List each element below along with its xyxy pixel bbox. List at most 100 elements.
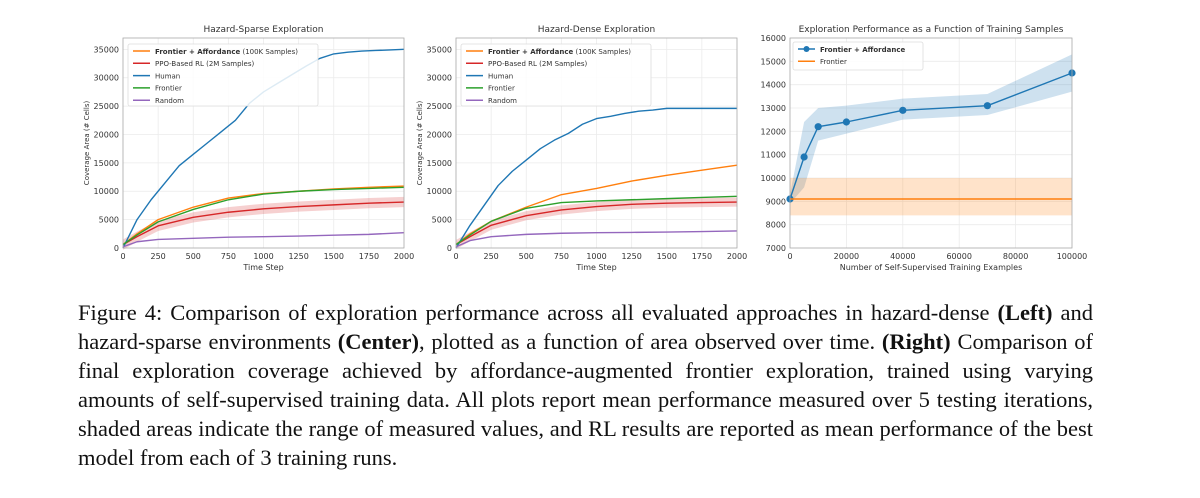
x-tick-label: 250 xyxy=(150,252,165,261)
x-tick-label: 0 xyxy=(453,252,458,261)
y-tick-label: 10000 xyxy=(761,174,786,183)
x-axis-label: Time Step xyxy=(575,263,616,272)
series-line-frontier xyxy=(122,186,405,246)
figure-panels: 0 250 500 750 1000 1250 1500 1750 20000500010000… xyxy=(83,25,1088,272)
y-tick-label: 0 xyxy=(447,244,452,253)
panel-hazard-dense: 0 250 500 750 1000 1250 1500 1750 20000500010000… xyxy=(416,25,747,272)
band-frontier-affordance xyxy=(790,54,1072,204)
series-line-ppo-based-rl-2m-samples xyxy=(122,201,405,246)
y-tick-label: 15000 xyxy=(427,159,452,168)
plot-frame xyxy=(789,37,1073,249)
x-tick-label: 100000 xyxy=(1057,252,1088,261)
y-tick-label: 9000 xyxy=(766,197,786,206)
plot-frame xyxy=(122,37,405,249)
y-tick-label: 13000 xyxy=(761,104,786,113)
legend-marker xyxy=(803,46,810,52)
panel-training-samples: 0 20000 40000 60000 80000 100000 7000 8000 9000 1… xyxy=(761,25,1088,272)
legend-label-frontier-affordance: Frontier + Affordance (100K Samples) xyxy=(488,48,631,56)
x-tick-label: 750 xyxy=(554,252,569,261)
y-tick-label: 25000 xyxy=(94,102,119,111)
x-tick-label: 40000 xyxy=(890,252,915,261)
data-point xyxy=(842,118,851,126)
legend-label-random: Random xyxy=(155,97,184,105)
caption-text-2: and hazard-sparse environments xyxy=(78,300,1093,354)
legend-box xyxy=(460,43,652,107)
y-tick-label: 11000 xyxy=(761,151,786,160)
panel-hazard-sparse: 0 250 500 750 1000 1250 1500 1750 20000500010000… xyxy=(83,25,414,272)
y-tick-label: 7000 xyxy=(766,244,786,253)
legend-label-frontier: Frontier xyxy=(820,58,847,66)
legend-label-ppo-based-rl-2m-samples: PPO-Based RL (2M Samples) xyxy=(488,60,587,68)
caption-left: (Left) xyxy=(997,300,1053,325)
y-tick-label: 14000 xyxy=(761,81,786,90)
series-line-frontier-affordance xyxy=(122,185,405,246)
y-tick-label: 20000 xyxy=(94,130,119,139)
y-tick-label: 15000 xyxy=(94,159,119,168)
plot-frame xyxy=(455,37,738,249)
x-tick-label: 1250 xyxy=(288,252,308,261)
x-tick-label: 1500 xyxy=(657,252,677,261)
data-point xyxy=(800,153,808,161)
y-tick-label: 20000 xyxy=(427,130,452,139)
caption-right: (Right) xyxy=(881,329,951,354)
legend-label-frontier: Frontier xyxy=(488,85,515,93)
caption-text-3: , plotted as a function of area observed… xyxy=(418,329,882,354)
y-tick-label: 30000 xyxy=(427,74,452,83)
y-axis-label: Coverage Area (# Cells) xyxy=(416,101,424,186)
y-axis-label: Coverage Area (# Cells) xyxy=(83,101,91,186)
caption-center: (Center) xyxy=(337,329,419,354)
series-line-human xyxy=(455,107,737,249)
figure-caption: Figure 4: Comparison of exploration perf… xyxy=(78,298,1093,472)
y-tick-label: 5000 xyxy=(432,216,452,225)
x-tick-label: 1000 xyxy=(253,252,273,261)
y-tick-label: 25000 xyxy=(427,102,452,111)
x-axis-label: Number of Self-Supervised Training Examp… xyxy=(840,263,1023,272)
x-tick-label: 1750 xyxy=(359,252,379,261)
chart-title: Hazard-Sparse Exploration xyxy=(204,25,324,35)
x-tick-label: 500 xyxy=(186,252,201,261)
x-tick-label: 1750 xyxy=(692,252,712,261)
legend-label-frontier-affordance: Frontier + Affordance xyxy=(820,46,905,54)
y-tick-label: 5000 xyxy=(99,216,119,225)
x-tick-label: 0 xyxy=(787,252,792,261)
y-tick-label: 8000 xyxy=(766,221,786,230)
x-tick-label: 2000 xyxy=(394,252,414,261)
caption-text-4: Comparison of final exploration coverage… xyxy=(78,329,1093,470)
x-tick-label: 20000 xyxy=(834,252,859,261)
data-point xyxy=(899,106,907,114)
chart-title: Exploration Performance as a Function of… xyxy=(799,25,1064,35)
x-tick-label: 250 xyxy=(483,252,498,261)
y-tick-label: 12000 xyxy=(761,127,786,136)
y-tick-label: 10000 xyxy=(427,187,452,196)
legend-label-frontier-affordance: Frontier + Affordance (100K Samples) xyxy=(155,48,298,56)
x-tick-label: 1500 xyxy=(324,252,344,261)
x-tick-label: 2000 xyxy=(727,252,747,261)
band-frontier xyxy=(790,178,1072,216)
legend-box xyxy=(127,43,319,107)
y-tick-label: 35000 xyxy=(94,45,119,54)
y-tick-label: 16000 xyxy=(761,34,786,43)
legend-label-human: Human xyxy=(155,72,180,80)
data-point xyxy=(983,102,992,110)
x-tick-label: 60000 xyxy=(946,252,971,261)
data-point xyxy=(814,123,822,131)
legend-box xyxy=(792,41,924,71)
legend-label-frontier: Frontier xyxy=(155,85,182,93)
chart-title: Hazard-Dense Exploration xyxy=(538,25,655,35)
series-line-random xyxy=(122,231,405,248)
legend-label-human: Human xyxy=(488,72,513,80)
x-tick-label: 1250 xyxy=(621,252,641,261)
x-tick-label: 0 xyxy=(120,252,125,261)
series-line-frontier xyxy=(455,195,738,246)
y-tick-label: 15000 xyxy=(761,57,786,66)
y-tick-label: 0 xyxy=(114,244,119,253)
x-tick-label: 500 xyxy=(519,252,534,261)
x-tick-label: 80000 xyxy=(1003,252,1028,261)
band-ppo-based-rl-2m-samples xyxy=(123,196,404,250)
caption-label: Figure 4: xyxy=(78,300,163,325)
y-tick-label: 35000 xyxy=(427,45,452,54)
x-tick-label: 750 xyxy=(221,252,236,261)
y-tick-label: 30000 xyxy=(94,74,119,83)
series-line-random xyxy=(455,230,738,248)
x-axis-label: Time Step xyxy=(242,263,283,272)
